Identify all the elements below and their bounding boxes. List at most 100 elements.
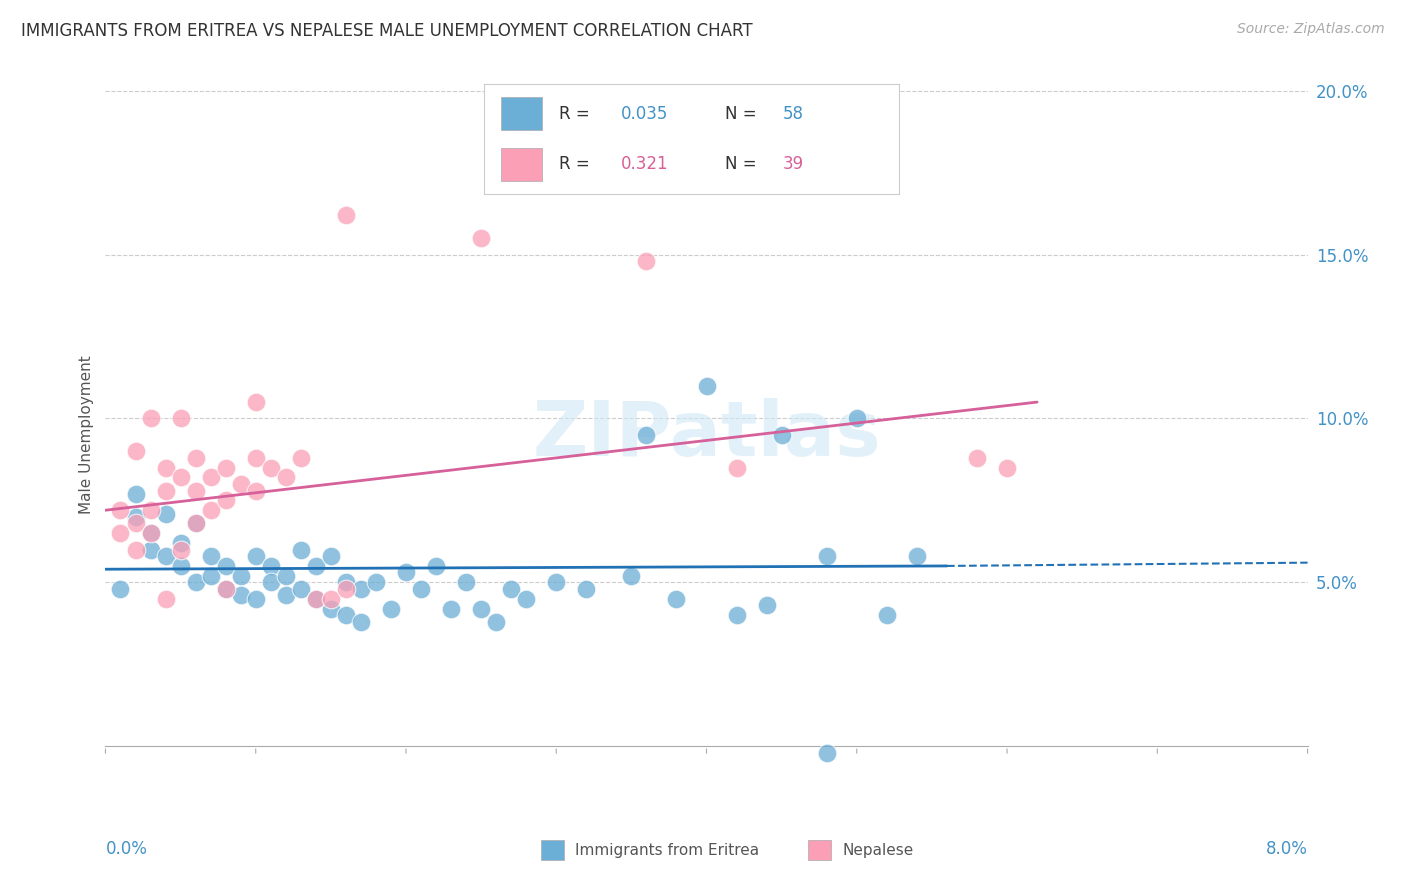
Point [425, 558, 447, 573]
Point [546, 575, 568, 590]
Point [725, 460, 748, 475]
Point [155, 460, 177, 475]
Point [260, 460, 283, 475]
Point [200, 549, 222, 563]
Point [636, 427, 658, 442]
Point [139, 542, 162, 557]
Point [409, 582, 432, 596]
Point [245, 591, 267, 606]
Point [335, 582, 357, 596]
Point [905, 549, 928, 563]
Point [139, 503, 162, 517]
Point [184, 516, 207, 531]
Text: 8.0%: 8.0% [1265, 840, 1308, 858]
Point [395, 566, 418, 580]
Point [335, 575, 357, 590]
Bar [541, 840, 564, 860]
Point [725, 608, 748, 623]
Point [305, 591, 328, 606]
Point [380, 601, 402, 615]
Point [139, 411, 162, 425]
Point [290, 542, 312, 557]
Point [245, 450, 267, 465]
Point [139, 526, 162, 541]
Point [815, 746, 838, 760]
Point [966, 450, 988, 465]
Point [184, 450, 207, 465]
Point [274, 589, 297, 603]
Bar [808, 840, 831, 860]
Point [305, 591, 328, 606]
Text: Immigrants from Eritrea: Immigrants from Eritrea [575, 843, 759, 857]
Point [260, 558, 283, 573]
Point [169, 558, 191, 573]
Point [755, 599, 778, 613]
Point [501, 582, 523, 596]
Point [110, 582, 132, 596]
Text: Source: ZipAtlas.com: Source: ZipAtlas.com [1237, 22, 1385, 37]
Text: 0.0%: 0.0% [105, 840, 148, 858]
Point [110, 526, 132, 541]
Point [155, 483, 177, 498]
Point [214, 460, 236, 475]
Point [184, 575, 207, 590]
Point [575, 582, 598, 596]
Y-axis label: Male Unemployment: Male Unemployment [79, 356, 94, 514]
Point [470, 601, 492, 615]
Point [290, 582, 312, 596]
Point [200, 568, 222, 582]
Point [696, 378, 718, 392]
Point [335, 608, 357, 623]
Point [815, 549, 838, 563]
Point [169, 542, 191, 557]
Point [245, 549, 267, 563]
Point [364, 575, 387, 590]
Point [139, 526, 162, 541]
Point [155, 591, 177, 606]
Point [184, 516, 207, 531]
Point [350, 615, 373, 629]
Point [636, 254, 658, 268]
Point [169, 470, 191, 484]
Point [274, 470, 297, 484]
Point [665, 591, 688, 606]
Point [620, 568, 643, 582]
Point [515, 591, 537, 606]
Point [274, 568, 297, 582]
Point [214, 493, 236, 508]
Point [124, 542, 146, 557]
Point [319, 591, 342, 606]
Point [485, 615, 508, 629]
Point [124, 516, 146, 531]
Point [169, 536, 191, 550]
Point [454, 575, 477, 590]
Point [290, 450, 312, 465]
Point [200, 503, 222, 517]
Point [229, 568, 252, 582]
Point [245, 395, 267, 409]
Point [319, 549, 342, 563]
Point [169, 411, 191, 425]
Point [260, 575, 283, 590]
Point [200, 470, 222, 484]
Point [184, 483, 207, 498]
Text: IMMIGRANTS FROM ERITREA VS NEPALESE MALE UNEMPLOYMENT CORRELATION CHART: IMMIGRANTS FROM ERITREA VS NEPALESE MALE… [21, 22, 752, 40]
Point [155, 507, 177, 521]
Point [229, 589, 252, 603]
Point [845, 411, 868, 425]
Text: ZIPatlas: ZIPatlas [533, 398, 880, 472]
Point [470, 231, 492, 245]
Point [124, 444, 146, 458]
Point [214, 582, 236, 596]
Point [876, 608, 898, 623]
Point [110, 503, 132, 517]
Point [770, 427, 793, 442]
Point [350, 582, 373, 596]
Point [335, 208, 357, 222]
Point [124, 487, 146, 501]
Point [214, 582, 236, 596]
Point [245, 483, 267, 498]
Point [995, 460, 1018, 475]
Point [214, 558, 236, 573]
Point [155, 549, 177, 563]
